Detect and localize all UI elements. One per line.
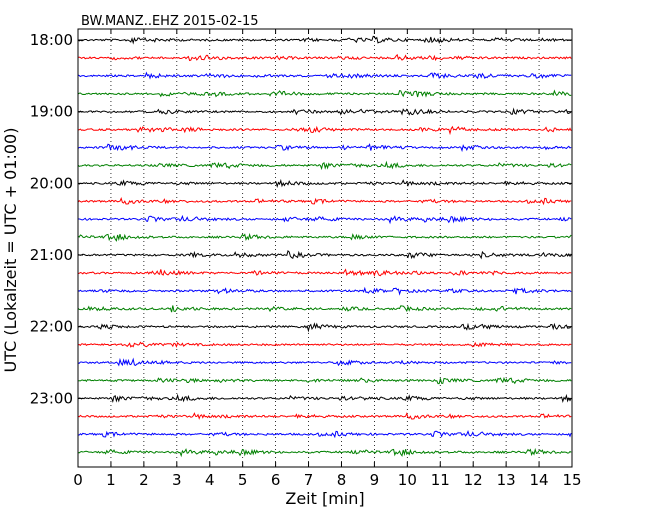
y-tick-labels: 18:00 19:00 20:00 21:00 22:00 23:00 — [30, 31, 73, 407]
trace-1945 — [77, 160, 572, 171]
trace-2315 — [77, 412, 572, 420]
x-tick-label: 10 — [398, 471, 417, 489]
x-tick-label: 9 — [370, 471, 380, 489]
y-tick-label: 23:00 — [30, 389, 73, 407]
x-tick-label: 14 — [530, 471, 549, 489]
y-axis-title: UTC (Lokalzeit = UTC + 01:00) — [1, 128, 20, 373]
x-tick-label: 6 — [271, 471, 281, 489]
trace-2030 — [77, 214, 572, 225]
trace-2230 — [77, 357, 572, 367]
trace-2330 — [77, 429, 572, 439]
chart-title: BW.MANZ..EHZ 2015-02-15 — [81, 14, 259, 29]
x-tick-label: 5 — [238, 471, 248, 489]
x-tick-label: 7 — [304, 471, 314, 489]
x-tick-label: 1 — [106, 471, 116, 489]
trace-2145 — [77, 305, 572, 313]
y-tick-label: 18:00 — [30, 31, 73, 49]
y-tick-label: 19:00 — [30, 103, 73, 121]
trace-2000 — [77, 178, 572, 188]
y-tick-label: 22:00 — [30, 318, 73, 336]
seismic-traces — [77, 35, 572, 458]
trace-2245 — [77, 376, 572, 385]
y-tick-label: 21:00 — [30, 246, 73, 264]
trace-1830 — [77, 71, 572, 80]
trace-2130 — [77, 286, 572, 296]
x-tick-label: 12 — [464, 471, 483, 489]
trace-1915 — [77, 125, 572, 136]
trace-2300 — [77, 393, 572, 404]
trace-1815 — [77, 53, 572, 62]
x-tick-label: 15 — [562, 471, 581, 489]
x-tick-labels: 0 1 2 3 4 5 6 7 8 9 10 11 12 13 14 15 — [73, 471, 581, 489]
x-tick-label: 2 — [139, 471, 149, 489]
x-tick-label: 11 — [431, 471, 450, 489]
trace-2115 — [77, 268, 572, 277]
trace-1845 — [77, 89, 572, 98]
grid-lines — [110, 29, 540, 467]
x-tick-label: 4 — [205, 471, 215, 489]
trace-2345 — [77, 447, 572, 458]
x-axis-title: Zeit [min] — [285, 489, 364, 508]
trace-2100 — [77, 250, 572, 260]
x-tick-label: 3 — [172, 471, 182, 489]
x-tick-label: 8 — [337, 471, 347, 489]
trace-2045 — [77, 232, 572, 242]
trace-1900 — [77, 107, 572, 116]
y-tick-label: 20:00 — [30, 174, 73, 192]
plot-frame — [77, 28, 573, 468]
trace-2015 — [77, 197, 572, 206]
x-tick-label: 13 — [497, 471, 516, 489]
trace-2200 — [77, 322, 572, 333]
axis-ticks — [77, 29, 573, 467]
trace-2215 — [77, 341, 572, 348]
trace-1930 — [77, 143, 572, 153]
trace-1800 — [77, 35, 572, 45]
x-tick-label: 0 — [73, 471, 83, 489]
